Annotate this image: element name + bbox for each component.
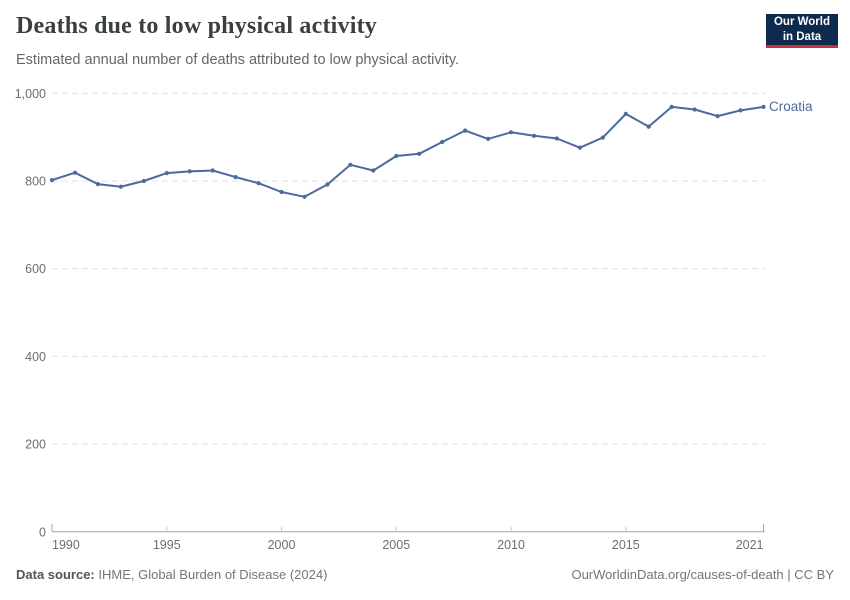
- data-point[interactable]: [118, 184, 123, 189]
- x-tick-label: 1990: [52, 538, 80, 552]
- data-point[interactable]: [394, 153, 399, 159]
- data-point[interactable]: [600, 135, 605, 140]
- x-tick-label: 2000: [268, 538, 296, 552]
- y-tick-label: 400: [25, 350, 46, 364]
- x-tick-label: 2005: [382, 538, 410, 552]
- data-point[interactable]: [715, 114, 720, 119]
- data-point[interactable]: [49, 178, 55, 183]
- data-point[interactable]: [440, 139, 445, 145]
- data-point[interactable]: [692, 107, 697, 112]
- data-point[interactable]: [463, 128, 468, 133]
- y-tick-label: 600: [25, 262, 46, 276]
- x-tick-label: 1995: [153, 538, 181, 552]
- data-point[interactable]: [646, 124, 651, 129]
- data-point[interactable]: [279, 189, 284, 195]
- data-line[interactable]: [51, 105, 765, 198]
- owid-logo-line2: in Data: [782, 30, 822, 43]
- data-point[interactable]: [187, 169, 192, 174]
- data-point[interactable]: [348, 162, 353, 167]
- x-tick-label: 2015: [612, 538, 640, 552]
- data-point[interactable]: [210, 168, 215, 173]
- y-tick-label: 800: [25, 175, 46, 189]
- data-point[interactable]: [95, 182, 100, 187]
- data-source-value: IHME, Global Burden of Disease (2024): [98, 567, 328, 582]
- data-point[interactable]: [738, 108, 743, 113]
- data-point[interactable]: [761, 104, 766, 109]
- chart-footer: Data source: IHME, Global Burden of Dise…: [16, 567, 834, 582]
- data-point[interactable]: [256, 181, 261, 186]
- page-subtitle: Estimated annual number of deaths attrib…: [16, 52, 460, 68]
- data-point[interactable]: [417, 151, 422, 156]
- line-chart-canvas[interactable]: 0 200 400 600 800 1,000 1990 1995 2000 2005 2010 20…: [0, 80, 850, 555]
- y-tick-label: 200: [25, 438, 46, 452]
- data-point[interactable]: [302, 194, 307, 199]
- data-point[interactable]: [164, 171, 169, 176]
- x-tick-label: 2010: [497, 538, 525, 552]
- owid-logo[interactable]: Our World in Data: [766, 14, 838, 48]
- data-source-label: Data source:: [16, 567, 95, 582]
- data-point[interactable]: [486, 136, 491, 141]
- owid-citation-link[interactable]: OurWorldinData.org/causes-of-death | CC …: [571, 567, 834, 582]
- data-point[interactable]: [371, 168, 376, 173]
- x-tick-label: 2021: [736, 538, 764, 552]
- data-point[interactable]: [577, 145, 583, 150]
- page-title: Deaths due to low physical activity: [16, 13, 377, 39]
- data-point[interactable]: [531, 133, 537, 138]
- data-point[interactable]: [72, 170, 78, 175]
- data-point[interactable]: [669, 104, 674, 109]
- y-tick-label: 0: [39, 525, 46, 539]
- data-point[interactable]: [508, 130, 514, 135]
- data-point[interactable]: [554, 136, 560, 141]
- data-point[interactable]: [325, 182, 330, 187]
- y-tick-label: 1,000: [15, 87, 46, 101]
- data-point[interactable]: [623, 111, 628, 116]
- data-point[interactable]: [233, 175, 238, 180]
- series-label-croatia[interactable]: Croatia: [769, 98, 813, 114]
- owid-logo-line1: Our World: [773, 16, 830, 29]
- data-source-note: Data source: IHME, Global Burden of Dise…: [16, 567, 327, 582]
- data-point[interactable]: [141, 178, 146, 184]
